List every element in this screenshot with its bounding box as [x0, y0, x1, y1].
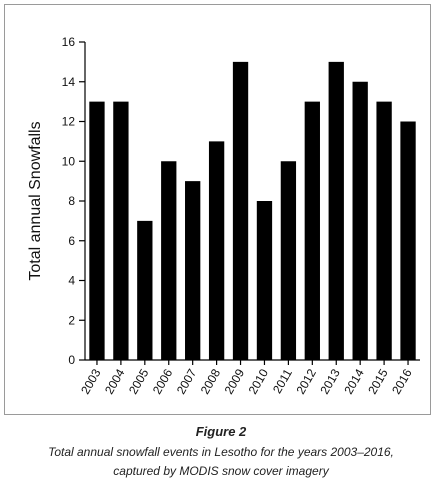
- figure-caption: Total annual snowfall events in Lesotho …: [0, 443, 442, 481]
- x-tick-label: 2013: [317, 366, 343, 396]
- bar: [89, 101, 105, 360]
- bar: [208, 141, 225, 360]
- bar: [280, 161, 297, 360]
- x-tick-label: 2011: [270, 366, 295, 396]
- y-tick-label: 2: [68, 313, 75, 327]
- y-tick-label: 10: [62, 154, 76, 168]
- figure-caption-line-1: Total annual snowfall events in Lesotho …: [48, 445, 394, 459]
- x-tick-label: 2010: [246, 366, 272, 396]
- bar: [304, 101, 320, 360]
- x-tick-label: 2012: [293, 366, 319, 396]
- bar: [232, 61, 249, 360]
- bar: [376, 101, 392, 360]
- x-tick-label: 2003: [78, 366, 104, 396]
- figure-caption-line-2: captured by MODIS snow cover imagery: [113, 464, 329, 478]
- y-tick-label: 8: [68, 194, 75, 208]
- x-tick-label: 2014: [341, 366, 367, 396]
- x-tick-label: 2009: [222, 366, 248, 396]
- x-tick-label: 2008: [198, 366, 224, 396]
- figure-label: Figure 2: [195, 424, 247, 439]
- x-tick-label: 2015: [365, 366, 391, 396]
- y-tick-label: 12: [62, 115, 76, 129]
- bar: [161, 161, 177, 360]
- x-tick-label: 2006: [150, 366, 176, 396]
- x-tick-label: 2004: [102, 366, 128, 396]
- bar: [137, 220, 153, 360]
- bar: [185, 181, 201, 360]
- x-axis: 2003200420052006200720082009201020112012…: [78, 359, 420, 397]
- bars: [89, 61, 416, 360]
- bar: [400, 121, 416, 360]
- y-tick-label: 4: [68, 274, 75, 288]
- y-tick-label: 6: [68, 234, 75, 248]
- y-tick-label: 0: [68, 353, 75, 367]
- bar: [113, 101, 129, 360]
- y-tick-label: 16: [62, 35, 76, 49]
- bar: [256, 201, 273, 360]
- bar: [352, 81, 368, 360]
- y-tick-label: 14: [62, 75, 76, 89]
- y-axis: 0 2 4 6 8 10 12 14 16: [62, 35, 86, 367]
- y-axis-title: Total annual Snowfalls: [27, 121, 44, 280]
- bar: [328, 61, 344, 360]
- x-tick-label: 2007: [174, 366, 200, 396]
- x-tick-label: 2016: [389, 366, 415, 396]
- x-tick-label: 2005: [126, 366, 152, 396]
